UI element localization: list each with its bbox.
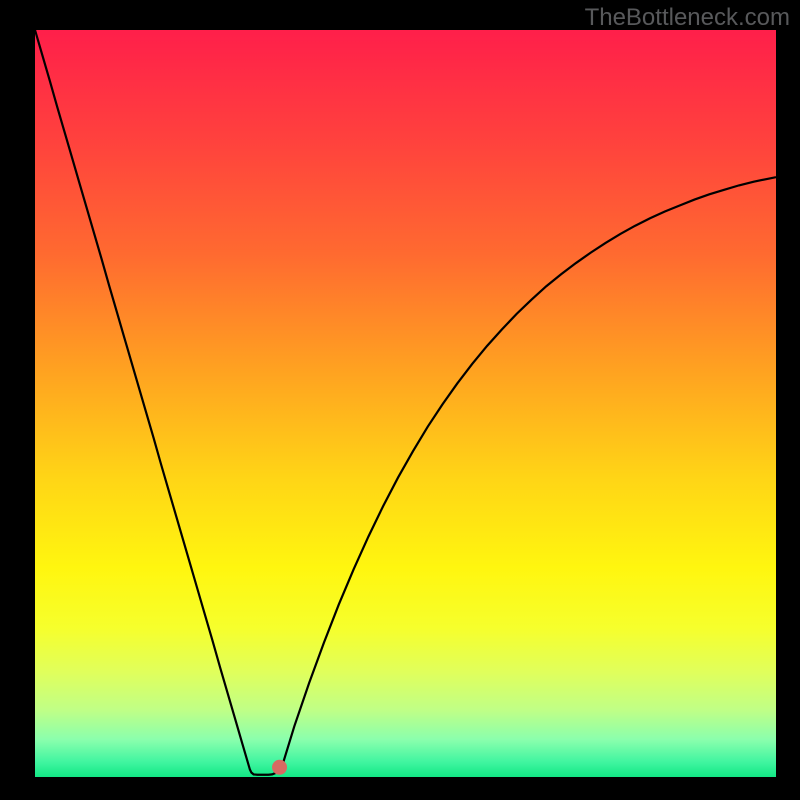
watermark-text: TheBottleneck.com xyxy=(585,4,790,32)
chart-frame: TheBottleneck.com xyxy=(0,0,800,800)
plot-background xyxy=(35,30,776,777)
bottleneck-chart xyxy=(0,0,800,800)
optimal-point-marker xyxy=(272,760,287,775)
